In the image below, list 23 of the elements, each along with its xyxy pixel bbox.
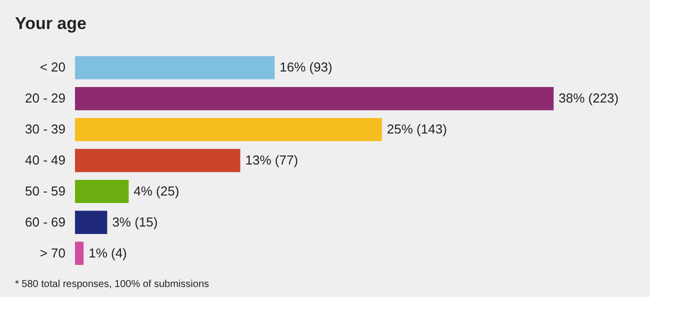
y-tick-label: > 70 xyxy=(40,245,66,260)
bar xyxy=(75,87,554,110)
data-label: 3% (15) xyxy=(112,214,158,230)
y-tick-label: 30 - 39 xyxy=(25,122,66,137)
data-label: 13% (77) xyxy=(245,152,298,168)
chart-title: Your age xyxy=(15,14,86,33)
bar xyxy=(75,180,129,204)
data-label: 1% (4) xyxy=(88,245,127,260)
y-tick-label: 50 - 59 xyxy=(25,183,66,198)
y-tick-label: < 20 xyxy=(40,60,66,75)
text: * 580 total responses, 100% of submissions xyxy=(15,279,209,290)
data-label: 4% (25) xyxy=(134,183,180,198)
bar xyxy=(75,56,275,80)
data-label: 16% (93) xyxy=(280,60,332,75)
y-tick-label: 40 - 49 xyxy=(25,152,66,168)
bar xyxy=(75,148,240,172)
bar xyxy=(75,118,382,142)
y-tick-label: 60 - 69 xyxy=(25,214,66,230)
bar xyxy=(75,242,84,265)
data-label: 38% (223) xyxy=(558,90,619,106)
y-tick-label: 20 - 29 xyxy=(25,90,66,106)
bar xyxy=(75,210,108,234)
data-label: 25% (143) xyxy=(386,122,447,137)
